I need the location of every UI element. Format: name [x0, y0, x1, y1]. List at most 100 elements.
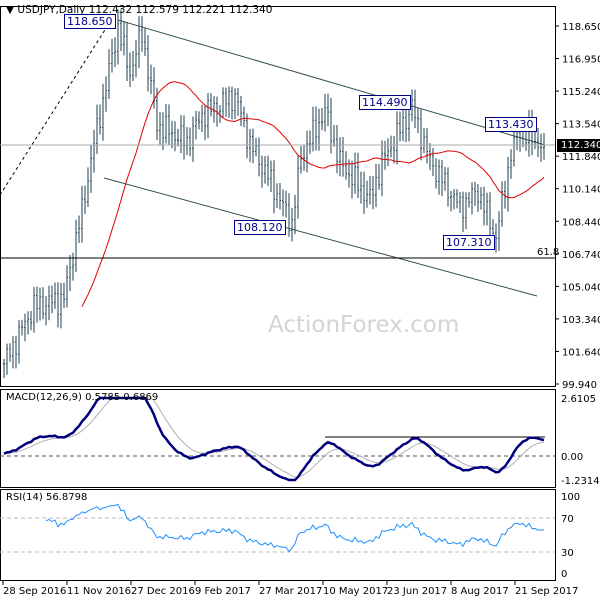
price-panel-frame: [0, 6, 556, 387]
price-bar: [195, 110, 197, 140]
price-bar: [87, 167, 89, 207]
price-bar: [153, 67, 155, 109]
price-bar: [366, 180, 368, 208]
price-bar: [375, 163, 377, 208]
price-bar: [333, 125, 335, 147]
price-bar: [405, 106, 407, 143]
price-bar: [363, 171, 365, 214]
price-bar: [453, 188, 455, 210]
price-bar: [423, 127, 425, 154]
price-bar: [354, 152, 356, 194]
price-bar: [276, 183, 278, 208]
price-bar: [255, 137, 257, 157]
price-tick-label: 113.540: [562, 120, 600, 131]
price-bar: [102, 83, 104, 141]
price-bar: [12, 336, 14, 369]
price-bar: [132, 50, 134, 82]
price-bar: [459, 192, 461, 213]
label-114490: 114.490: [359, 95, 411, 110]
price-bar: [330, 97, 332, 154]
fib-label: 61.8: [537, 247, 559, 258]
rsi-line: [45, 503, 545, 553]
macd-line: [3, 396, 545, 482]
price-bar: [288, 193, 290, 237]
price-bar: [372, 175, 374, 210]
label-108120: 108.120: [234, 220, 286, 235]
macd-tick-label: -1.2314: [561, 476, 600, 487]
price-bar: [426, 128, 428, 164]
price-bar: [285, 190, 287, 218]
price-bar: [540, 133, 542, 162]
label-high-118650: 118.650: [64, 14, 116, 29]
price-bar: [318, 108, 320, 151]
price-bar: [510, 149, 512, 179]
price-bar: [33, 287, 35, 333]
collapse-triangle-icon[interactable]: ▼: [6, 4, 15, 16]
price-bar: [435, 158, 437, 189]
price-bar: [477, 184, 479, 212]
price-bar: [114, 37, 116, 68]
price-bar: [483, 186, 485, 226]
price-bar: [69, 255, 71, 292]
price-bar: [450, 190, 452, 212]
date-tick-label: 27 Mar 2017: [259, 586, 322, 597]
price-tick-label: 108.440: [562, 217, 600, 228]
ohlc-values: 112.432 112.579 112.221 112.340: [88, 4, 273, 16]
price-bar: [462, 191, 464, 232]
price-tick-label: 110.140: [562, 185, 600, 196]
price-bar: [72, 252, 74, 281]
price-bar: [48, 285, 50, 321]
price-bar: [147, 35, 149, 92]
price-bar: [135, 39, 137, 78]
price-bar: [180, 115, 182, 154]
price-bar: [357, 152, 359, 199]
price-bar: [225, 87, 227, 117]
price-bar: [36, 286, 38, 323]
price-bar: [315, 106, 317, 151]
date-tick-label: 23 Jun 2017: [387, 586, 447, 597]
price-bar: [192, 116, 194, 162]
price-bar: [252, 128, 254, 164]
price-bar: [297, 155, 299, 219]
price-tick-label: 111.840: [562, 152, 600, 163]
price-bar: [408, 103, 410, 142]
price-bar: [54, 282, 56, 309]
price-bar: [45, 295, 47, 326]
price-bar: [345, 151, 347, 180]
watermark: ActionForex.com: [268, 312, 460, 338]
price-bar: [222, 87, 224, 118]
price-bar: [66, 265, 68, 308]
macd-tick-label: 0.00: [561, 452, 583, 463]
price-bar: [324, 93, 326, 132]
price-bar: [189, 127, 191, 157]
price-bar: [420, 109, 422, 161]
price-bar: [213, 96, 215, 123]
rsi-tick-label: 70: [561, 514, 574, 525]
date-tick-label: 9 Feb 2017: [195, 586, 251, 597]
price-bar: [3, 358, 5, 379]
price-bar: [18, 320, 20, 364]
price-bar: [300, 146, 302, 174]
price-bar: [219, 105, 221, 123]
price-bar: [261, 155, 263, 188]
price-bar: [105, 76, 107, 112]
price-bar: [138, 16, 140, 69]
price-bar: [150, 64, 152, 95]
price-bar: [39, 287, 41, 321]
price-bar: [108, 49, 110, 99]
price-bar: [270, 160, 272, 193]
price-bar: [171, 121, 173, 149]
price-bar: [279, 182, 281, 210]
price-bar: [246, 113, 248, 159]
price-bar: [93, 129, 95, 173]
price-bar: [495, 223, 497, 253]
price-bar: [162, 112, 164, 151]
price-tick-label: 115.240: [562, 87, 600, 98]
price-bar: [141, 16, 143, 52]
price-bar: [126, 22, 128, 81]
price-bar: [243, 106, 245, 128]
price-bar: [498, 211, 500, 251]
price-bar: [183, 115, 185, 160]
price-tick-label: 101.640: [562, 347, 600, 358]
